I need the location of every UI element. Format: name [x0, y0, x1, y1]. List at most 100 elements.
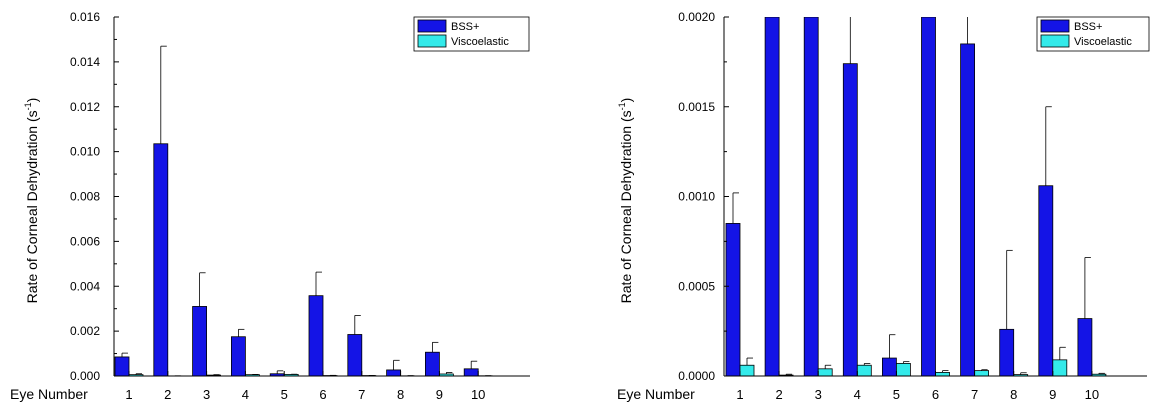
bar-viscoelastic-eye-6	[935, 372, 950, 376]
y-tick-label: 0.010	[70, 145, 100, 159]
errorbar-bss-eye-1	[732, 192, 739, 224]
bar-bss-eye-6	[308, 295, 324, 376]
y-tick-label: 0.014	[70, 55, 100, 69]
bar-bss-eye-9	[1038, 185, 1054, 376]
errorbar-viscoelastic-eye-4	[863, 363, 871, 366]
errorbar-viscoelastic-eye-7	[981, 369, 988, 371]
x-tick-label: 8	[1010, 387, 1017, 402]
y-tick-label: 0.0005	[678, 279, 715, 293]
legend-label: BSS+	[451, 21, 479, 33]
x-tick-label: 5	[893, 387, 900, 402]
errorbar-bss-eye-1	[121, 352, 128, 357]
errorbar-bss-eye-5	[276, 370, 284, 374]
errorbar-bss-eye-2	[160, 45, 167, 144]
legend-swatch	[417, 19, 447, 33]
errorbar-viscoelastic-eye-9	[1059, 346, 1066, 360]
x-tick-label: 7	[971, 387, 978, 402]
y-tick-label: 0.000	[70, 369, 100, 383]
y-tick-label: 0.012	[70, 100, 100, 114]
x-tick-label: 2	[775, 387, 782, 402]
bar-viscoelastic-eye-1	[739, 364, 755, 376]
errorbar-viscoelastic-eye-1	[135, 373, 142, 375]
legend-swatch	[417, 34, 447, 48]
errorbar-viscoelastic-eye-10	[1098, 372, 1105, 375]
bar-bss-eye-8	[386, 369, 402, 376]
bar-bss-eye-2	[153, 143, 169, 376]
bar-bss-eye-8	[999, 328, 1015, 376]
y-tick-label: 0.006	[70, 234, 100, 248]
errorbar-bss-eye-8	[1006, 249, 1013, 330]
bar-viscoelastic-eye-5	[896, 363, 911, 376]
y-tick-label: 0.008	[70, 190, 100, 204]
errorbar-viscoelastic-eye-8	[1020, 372, 1027, 375]
bar-bss-eye-7	[347, 334, 363, 376]
bar-viscoelastic-eye-7	[974, 370, 989, 376]
bar-bss-eye-5	[882, 357, 897, 376]
errorbar-bss-eye-8	[393, 359, 400, 370]
legend: BSS+ Viscoelastic	[413, 16, 530, 52]
errorbar-viscoelastic-eye-3	[824, 364, 832, 369]
x-tick-label: 2	[164, 387, 171, 402]
bar-bss-eye-6	[921, 17, 936, 376]
bar-bss-eye-2	[764, 17, 780, 376]
legend-label: Viscoelastic	[451, 36, 509, 48]
x-tick-label: 5	[281, 387, 288, 402]
errorbar-bss-eye-10	[1084, 257, 1091, 319]
x-axis-label: Eye Number	[617, 386, 695, 402]
legend-label: BSS+	[1074, 21, 1102, 33]
x-tick-label: 9	[1049, 387, 1056, 402]
left-chart-panel: 0.000 0.002 0.004 0.006 0.008 0.010 0.012 0.014…	[10, 10, 530, 402]
bar-viscoelastic-eye-3	[817, 368, 833, 376]
bar-bss-eye-10	[463, 368, 479, 376]
x-tick-label: 4	[854, 387, 861, 402]
y-axis-label: Rate of Corneal Dehydration (s-1)	[23, 98, 40, 304]
y-tick-label: 0.002	[70, 324, 100, 338]
x-tick-label: 4	[242, 387, 249, 402]
plot-area	[725, 17, 1107, 376]
errorbar-bss-eye-10	[470, 360, 478, 369]
bar-bss-eye-10	[1077, 318, 1093, 376]
x-axis-label: Eye Number	[10, 386, 88, 402]
y-axis-label: Rate of Corneal Dehydration (s-1)	[617, 98, 634, 304]
legend-swatch	[1040, 34, 1070, 48]
errorbar-viscoelastic-eye-5	[903, 361, 910, 364]
bar-bss-eye-4	[230, 336, 246, 376]
bar-bss-eye-3	[803, 17, 819, 376]
errorbar-bss-eye-6	[315, 271, 322, 296]
x-tick-label: 1	[736, 387, 743, 402]
x-tick-label: 10	[1085, 387, 1099, 402]
right-chart-panel: 0.0000 0.0005 0.0010 0.0015 0.0020 1 2 3 4 5 6 7 8 9 1…	[617, 10, 1150, 402]
errorbar-bss-eye-3	[199, 272, 206, 307]
x-tick-label: 3	[203, 387, 210, 402]
errorbar-viscoelastic-eye-9	[445, 372, 453, 374]
errorbar-viscoelastic-eye-1	[746, 357, 753, 366]
legend: BSS+ Viscoelastic	[1036, 16, 1150, 52]
bar-viscoelastic-eye-4	[856, 364, 872, 376]
x-tick-label: 9	[436, 387, 443, 402]
x-tick-label: 6	[932, 387, 939, 402]
x-tick-label: 7	[358, 387, 365, 402]
y-tick-label: 0.0000	[678, 369, 715, 383]
y-tick-label: 0.0015	[678, 100, 715, 114]
plot-area	[114, 45, 493, 376]
x-tick-label: 10	[471, 387, 485, 402]
x-tick-label: 8	[397, 387, 404, 402]
y-tick-label: 0.016	[70, 10, 100, 24]
y-tick-label: 0.004	[70, 279, 100, 293]
bar-bss-eye-7	[960, 43, 975, 376]
errorbar-bss-eye-9	[431, 341, 439, 353]
errorbar-bss-eye-9	[1045, 106, 1052, 186]
x-tick-label: 3	[815, 387, 822, 402]
legend-label: Viscoelastic	[1074, 36, 1132, 48]
y-tick-label: 0.0020	[678, 10, 715, 24]
bar-viscoelastic-eye-9	[1052, 359, 1068, 376]
errorbar-bss-eye-5	[889, 334, 896, 359]
errorbar-viscoelastic-eye-2	[785, 373, 793, 376]
legend-swatch	[1040, 19, 1070, 33]
errorbar-bss-eye-7	[354, 315, 361, 335]
bar-bss-eye-1	[725, 223, 741, 376]
bar-bss-eye-1	[114, 356, 130, 376]
y-tick-label: 0.0010	[678, 190, 715, 204]
errorbar-viscoelastic-eye-6	[942, 370, 949, 373]
